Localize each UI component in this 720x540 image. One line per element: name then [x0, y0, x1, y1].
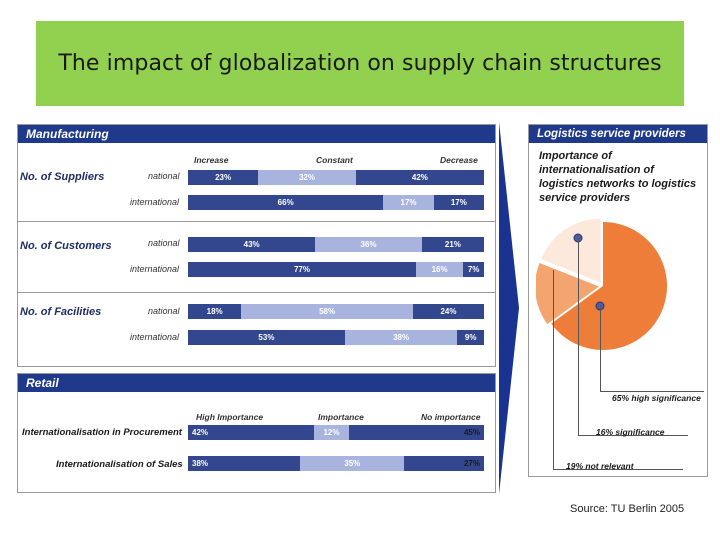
title-banner: The impact of globalization on supply ch… [36, 21, 684, 106]
bar-segment: 36% [315, 237, 422, 252]
logistics-note: Importance of internationalisation of lo… [539, 150, 697, 204]
bar-segment: 58% [241, 304, 413, 319]
bar-segment: 7% [463, 262, 484, 277]
bar-segment: 24% [412, 304, 484, 319]
arrow-icon [499, 122, 519, 494]
row-label-facilities: No. of Facilities [20, 306, 102, 318]
stacked-bar: 77% 16% 7% [188, 262, 484, 277]
stacked-bar: 42% 12% 45% [188, 425, 484, 440]
row-label-suppliers: No. of Suppliers [20, 171, 105, 183]
col-increase: Increase [194, 155, 229, 165]
sub-label-international: international [130, 332, 180, 342]
stacked-bar: 43% 36% 21% [188, 237, 484, 252]
leader-line [600, 391, 704, 392]
row-label-procurement: Internationalisation in Procurement [22, 427, 182, 438]
bar-segment: 9% [457, 330, 484, 345]
sub-label-international: international [130, 197, 180, 207]
slice-label-significance: 16% significance [596, 427, 665, 437]
col-high-importance: High Importance [196, 412, 264, 422]
bar-segment: 23% [188, 170, 259, 185]
sub-label-national: national [148, 238, 180, 248]
bar-segment: 42% [188, 425, 314, 440]
bar-segment: 18% [188, 304, 242, 319]
stacked-bar: 23% 32% 42% [188, 170, 484, 185]
col-no-importance: No importance [421, 412, 481, 422]
retail-heading: Retail [18, 374, 495, 392]
bar-segment: 53% [188, 330, 345, 345]
row-label-sales: Internationalisation of Sales [56, 459, 183, 470]
pie-chart [536, 218, 667, 350]
bar-segment: 32% [258, 170, 356, 185]
stacked-bar: 66% 17% 17% [188, 195, 484, 210]
bar-segment: 43% [188, 237, 316, 252]
bar-segment: 77% [188, 262, 416, 277]
row-label-customers: No. of Customers [20, 240, 112, 252]
bar-segment: 27% [404, 456, 484, 471]
stacked-bar: 53% 38% 9% [188, 330, 484, 345]
bar-segment: 45% [349, 425, 484, 440]
sub-label-national: national [148, 306, 180, 316]
bar-segment: 35% [300, 456, 405, 471]
bar-segment: 66% [188, 195, 384, 210]
pie-slice [541, 218, 601, 283]
source-note: Source: TU Berlin 2005 [570, 503, 685, 515]
slice-label-high: 65% high significance [612, 393, 701, 403]
separator [18, 292, 495, 293]
bar-segment: 21% [421, 237, 484, 252]
pie-slice [551, 222, 667, 350]
sub-label-international: international [130, 264, 180, 274]
leader-line [578, 238, 579, 435]
bar-segment: 38% [344, 330, 458, 345]
stacked-bar: 38% 35% 27% [188, 456, 484, 471]
leader-line [553, 469, 683, 470]
leader-line [578, 435, 688, 436]
col-decrease: Decrease [440, 155, 478, 165]
slide-title: The impact of globalization on supply ch… [58, 51, 662, 76]
bar-segment: 38% [188, 456, 301, 471]
col-constant: Constant [316, 155, 353, 165]
manufacturing-heading: Manufacturing [18, 125, 495, 143]
bar-segment: 16% [415, 262, 464, 277]
leader-line [600, 305, 601, 391]
bar-segment: 12% [313, 425, 350, 440]
pie-slice [536, 262, 600, 325]
separator [18, 221, 495, 222]
col-importance: Importance [318, 412, 364, 422]
slice-label-not-relevant: 19% not relevant [566, 461, 634, 471]
stacked-bar: 18% 58% 24% [188, 304, 484, 319]
bar-segment: 42% [355, 170, 484, 185]
leader-line [553, 270, 554, 469]
sub-label-national: national [148, 171, 180, 181]
bar-segment: 17% [433, 195, 484, 210]
logistics-heading: Logistics service providers [529, 125, 707, 143]
bar-segment: 17% [383, 195, 434, 210]
